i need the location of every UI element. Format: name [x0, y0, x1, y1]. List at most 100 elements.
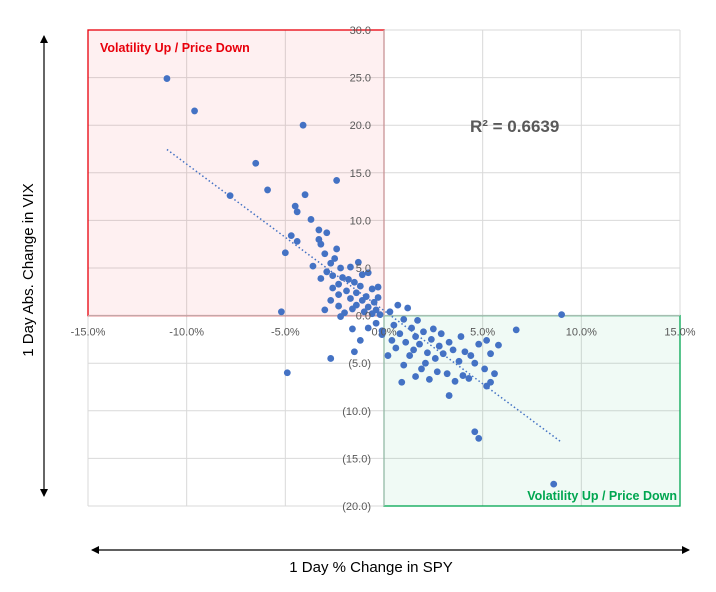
- data-point: [412, 333, 419, 340]
- quadrants: Volatility Up / Price Down Volatility Up …: [87, 29, 681, 507]
- y-tick-label: 15.0: [350, 168, 371, 180]
- data-point: [329, 272, 337, 280]
- y-tick-label: (20.0): [342, 501, 371, 513]
- data-point: [449, 346, 457, 354]
- data-point: [459, 372, 467, 379]
- data-point: [487, 350, 494, 358]
- data-point: [408, 324, 416, 332]
- x-tick-label: 15.0%: [664, 327, 695, 339]
- x-tick-label: 5.0%: [470, 327, 495, 339]
- data-point: [358, 271, 366, 279]
- data-point: [317, 240, 325, 248]
- data-point: [291, 202, 299, 210]
- data-point: [321, 306, 329, 314]
- data-point: [191, 107, 198, 115]
- data-point: [483, 336, 491, 344]
- data-point: [445, 392, 453, 399]
- data-point: [374, 294, 382, 301]
- data-point: [333, 177, 341, 184]
- data-point: [396, 330, 404, 338]
- data-point: [277, 308, 285, 316]
- y-tick-label: (5.0): [348, 358, 371, 370]
- data-point: [345, 276, 352, 283]
- data-point: [293, 237, 301, 245]
- data-point: [364, 324, 372, 332]
- data-point: [287, 232, 295, 240]
- quadrant-box: [383, 314, 681, 507]
- data-point: [293, 208, 301, 216]
- data-point: [339, 274, 346, 281]
- data-point: [301, 191, 309, 199]
- x-tick-label: -15.0%: [71, 327, 106, 339]
- data-point: [398, 378, 406, 386]
- data-point: [392, 344, 400, 352]
- data-point: [384, 352, 392, 359]
- y-tick-label: 10.0: [350, 215, 371, 227]
- data-point: [418, 365, 425, 373]
- data-point: [406, 352, 414, 359]
- data-point: [349, 305, 356, 313]
- y-tick-label: 20.0: [350, 120, 371, 132]
- data-point: [400, 316, 408, 323]
- data-point: [356, 282, 364, 290]
- data-point: [481, 365, 489, 373]
- data-point: [226, 192, 234, 200]
- data-point: [390, 321, 398, 329]
- data-point: [445, 338, 453, 346]
- data-point: [455, 357, 463, 365]
- data-point: [315, 226, 323, 234]
- y-tick-label: 25.0: [350, 73, 371, 85]
- quadrant-label: Volatility Up / Price Down: [527, 489, 677, 503]
- x-tick-label: -10.0%: [169, 327, 204, 339]
- data-point: [327, 259, 335, 267]
- data-point: [416, 340, 423, 348]
- x-tick-label: 10.0%: [566, 327, 597, 339]
- data-point: [309, 262, 317, 270]
- data-point: [425, 375, 433, 383]
- data-point: [364, 269, 372, 277]
- data-point: [475, 340, 483, 348]
- data-point: [281, 249, 289, 257]
- data-point: [558, 311, 565, 319]
- data-point: [349, 325, 356, 333]
- data-point: [402, 338, 410, 346]
- data-point: [424, 349, 431, 357]
- y-tick-label: 30.0: [350, 25, 371, 37]
- data-point: [368, 285, 376, 293]
- y-tick-label: (15.0): [342, 453, 371, 465]
- data-point: [283, 369, 291, 377]
- y-axis-title: 1 Day Abs. Change in VIX: [20, 183, 37, 356]
- x-axis-title: 1 Day % Change in SPY: [289, 559, 452, 576]
- y-tick-label: (10.0): [342, 406, 371, 418]
- data-point: [335, 280, 343, 288]
- data-point: [364, 303, 372, 311]
- data-point: [422, 359, 429, 367]
- data-point: [433, 368, 441, 376]
- data-point: [412, 373, 419, 380]
- data-point: [321, 250, 329, 258]
- data-point: [323, 268, 331, 276]
- data-point: [327, 296, 335, 304]
- data-point: [550, 480, 558, 488]
- data-point: [465, 375, 473, 382]
- data-point: [388, 336, 396, 344]
- data-point: [420, 328, 427, 336]
- r-squared-label: R² = 0.6639: [470, 117, 559, 136]
- data-point: [431, 355, 439, 362]
- data-point: [443, 370, 451, 378]
- quadrant-box: [87, 29, 385, 317]
- y-tick-label: 0.0: [356, 311, 371, 323]
- data-point: [461, 348, 469, 356]
- data-point: [483, 382, 491, 390]
- data-point: [471, 359, 479, 367]
- data-point: [404, 304, 412, 312]
- data-point: [299, 121, 307, 129]
- data-point: [335, 291, 343, 299]
- data-point: [437, 330, 445, 338]
- data-point: [351, 278, 358, 286]
- data-point: [358, 296, 366, 304]
- data-point: [386, 308, 394, 316]
- data-point: [400, 361, 408, 369]
- data-point: [467, 352, 475, 359]
